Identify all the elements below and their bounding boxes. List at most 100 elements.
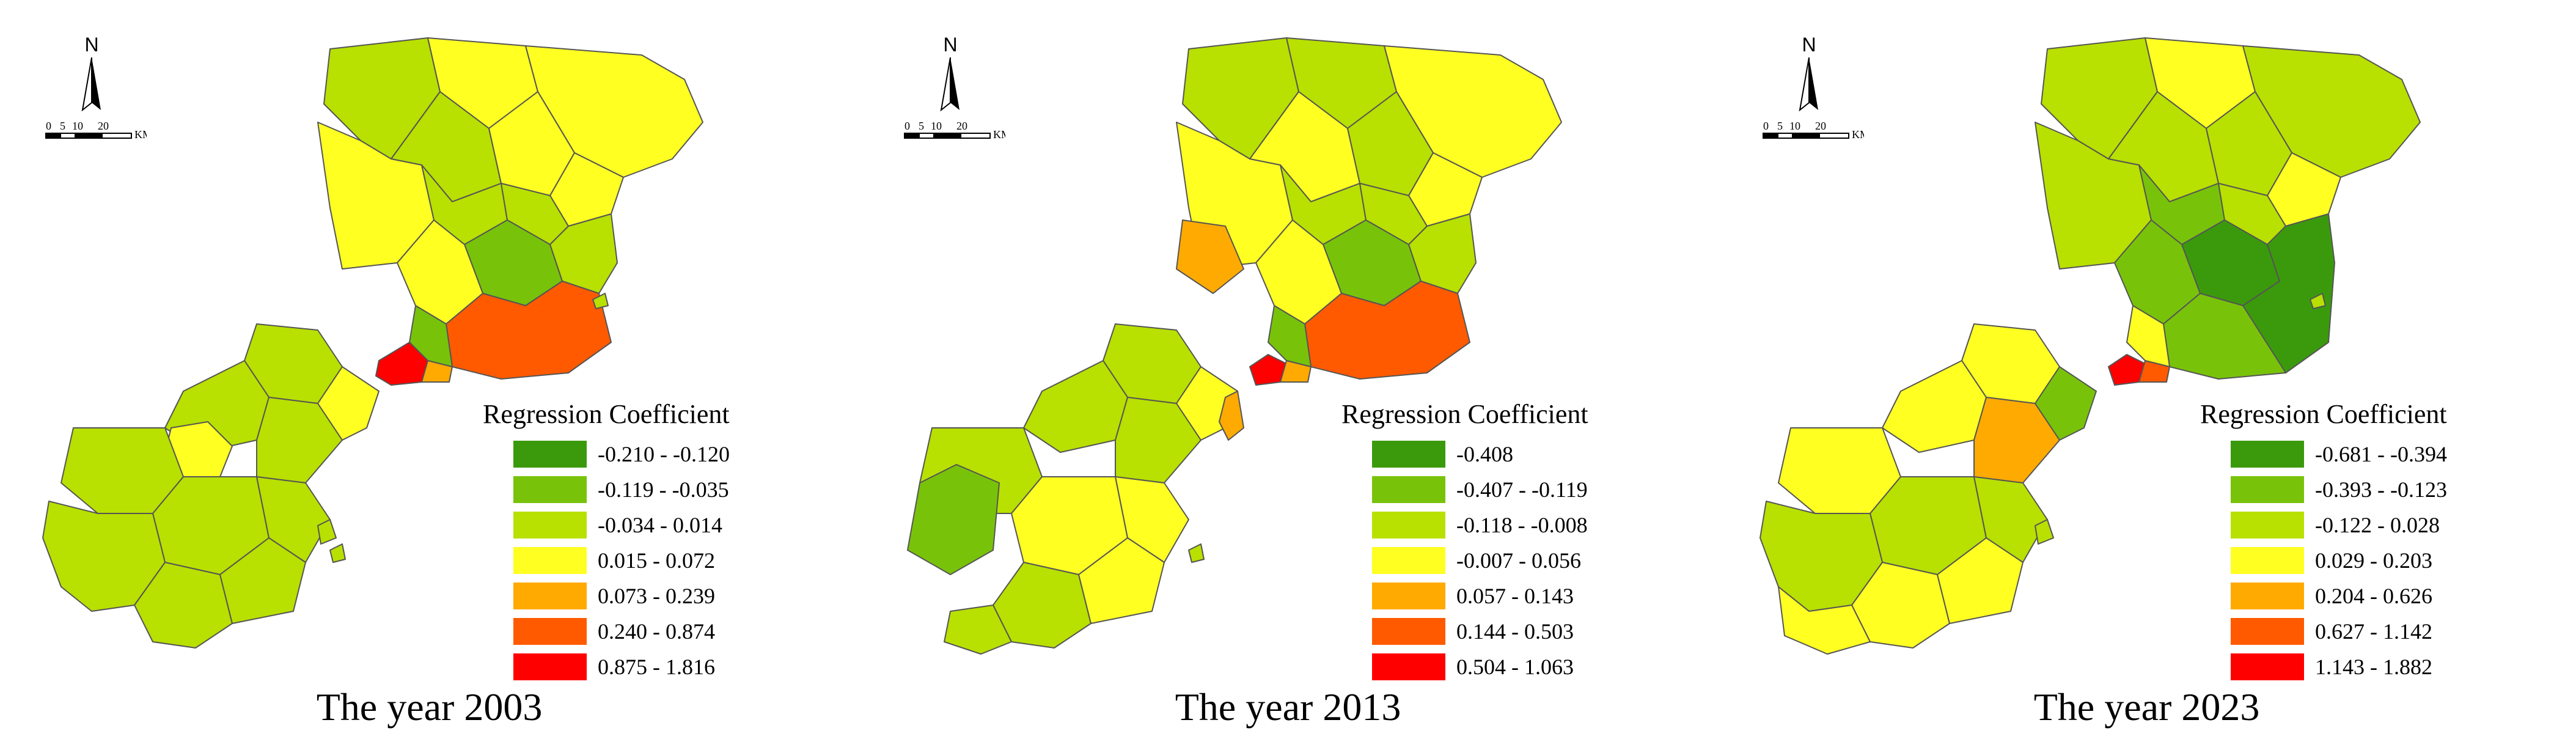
region bbox=[1937, 537, 2024, 624]
legend-swatch bbox=[1372, 653, 1445, 680]
panel-caption: The year 2013 bbox=[1175, 685, 1401, 729]
island bbox=[592, 293, 609, 309]
legend-item: -0.681 - -0.394 bbox=[2200, 436, 2567, 472]
region bbox=[2035, 366, 2097, 441]
legend-range: -0.118 - -0.008 bbox=[1456, 513, 1588, 537]
legend-2013: Regression Coefficient -0.408 -0.407 - -… bbox=[1341, 397, 1708, 685]
legend-range: -0.122 - 0.028 bbox=[2315, 513, 2440, 537]
scale-tick: 10 bbox=[931, 120, 942, 132]
north-label: N bbox=[1802, 34, 1816, 56]
scale-tick: 5 bbox=[1777, 120, 1783, 132]
legend-item: -0.407 - -0.119 bbox=[1341, 472, 1708, 507]
legend-range: 0.015 - 0.072 bbox=[598, 548, 715, 573]
region bbox=[1882, 360, 1987, 453]
legend-range: 0.627 - 1.142 bbox=[2315, 619, 2432, 644]
legend-range: -0.119 - -0.035 bbox=[598, 477, 729, 502]
legend-range: -0.681 - -0.394 bbox=[2315, 442, 2447, 466]
legend-item: -0.007 - 0.056 bbox=[1341, 543, 1708, 578]
legend-swatch bbox=[513, 441, 587, 468]
legend-item: -0.408 bbox=[1341, 436, 1708, 472]
region bbox=[944, 605, 1012, 655]
region bbox=[421, 360, 453, 383]
island bbox=[317, 519, 337, 545]
legend-range: 0.240 - 0.874 bbox=[598, 619, 715, 644]
legend-2023: Regression Coefficient -0.681 - -0.394 -… bbox=[2200, 397, 2567, 685]
legend-swatch bbox=[1372, 476, 1445, 503]
legend-swatch bbox=[1372, 441, 1445, 468]
legend-item: -0.393 - -0.123 bbox=[2200, 472, 2567, 507]
region bbox=[1023, 360, 1128, 453]
legend-range: -0.210 - -0.120 bbox=[598, 442, 730, 466]
legend-2003: Regression Coefficient -0.210 - -0.120 -… bbox=[483, 397, 849, 685]
legend-range: -0.034 - 0.014 bbox=[598, 513, 722, 537]
legend-swatch bbox=[513, 476, 587, 503]
legend-range: 0.073 - 0.239 bbox=[598, 584, 715, 608]
choropleth-map-2003 bbox=[42, 37, 703, 649]
legend-swatch bbox=[1372, 583, 1445, 609]
panel-caption: The year 2003 bbox=[316, 685, 543, 729]
choropleth-map-2023 bbox=[1760, 37, 2421, 655]
region bbox=[1078, 537, 1165, 624]
legend-swatch bbox=[2231, 583, 2304, 609]
map-panel-2023: N 0 5 10 20 KM Regression Coefficient -0… bbox=[1717, 0, 2576, 750]
island bbox=[1219, 391, 1244, 441]
scale-tick: 10 bbox=[1789, 120, 1800, 132]
legend-swatch bbox=[2231, 441, 2304, 468]
legend-range: 0.204 - 0.626 bbox=[2315, 584, 2432, 608]
legend-swatch bbox=[513, 583, 587, 609]
scale-unit: KM bbox=[1852, 128, 1864, 141]
legend-item: 0.015 - 0.072 bbox=[483, 543, 849, 578]
region bbox=[1176, 219, 1244, 294]
region bbox=[317, 366, 380, 441]
legend-item: -0.034 - 0.014 bbox=[483, 507, 849, 543]
region bbox=[219, 537, 306, 624]
island bbox=[2035, 519, 2054, 545]
scale-unit: KM bbox=[134, 128, 147, 141]
legend-item: 1.143 - 1.882 bbox=[2200, 649, 2567, 685]
scale-tick: 0 bbox=[905, 120, 910, 132]
legend-swatch bbox=[1372, 618, 1445, 645]
scale-unit: KM bbox=[993, 128, 1005, 141]
legend-range: -0.408 bbox=[1456, 442, 1513, 466]
north-arrow: N 0 5 10 20 KM bbox=[1754, 31, 1870, 141]
legend-range: 0.029 - 0.203 bbox=[2315, 548, 2432, 573]
panel-caption: The year 2023 bbox=[2033, 685, 2260, 729]
island bbox=[2310, 293, 2326, 309]
legend-range: 0.144 - 0.503 bbox=[1456, 619, 1574, 644]
legend-swatch bbox=[2231, 476, 2304, 503]
legend-range: 0.057 - 0.143 bbox=[1456, 584, 1574, 608]
legend-swatch bbox=[2231, 547, 2304, 574]
legend-item: 0.504 - 1.063 bbox=[1341, 649, 1708, 685]
legend-swatch bbox=[2231, 618, 2304, 645]
legend-swatch bbox=[513, 653, 587, 680]
island bbox=[1188, 543, 1205, 563]
legend-item: 0.073 - 0.239 bbox=[483, 578, 849, 614]
legend-item: 0.875 - 1.816 bbox=[483, 649, 849, 685]
legend-item: 0.240 - 0.874 bbox=[483, 614, 849, 649]
legend-swatch bbox=[2231, 653, 2304, 680]
legend-item: 0.144 - 0.503 bbox=[1341, 614, 1708, 649]
island bbox=[329, 543, 346, 563]
legend-item: 0.204 - 0.626 bbox=[2200, 578, 2567, 614]
legend-swatch bbox=[1372, 512, 1445, 539]
region bbox=[1778, 586, 1871, 655]
north-arrow: N 0 5 10 20 KM bbox=[895, 31, 1011, 141]
legend-range: -0.007 - 0.056 bbox=[1456, 548, 1581, 573]
legend-swatch bbox=[513, 618, 587, 645]
scale-tick: 0 bbox=[1763, 120, 1769, 132]
legend-title: Regression Coefficient bbox=[2200, 399, 2447, 429]
legend-item: -0.210 - -0.120 bbox=[483, 436, 849, 472]
legend-title: Regression Coefficient bbox=[483, 399, 730, 429]
legend-swatch bbox=[513, 512, 587, 539]
region bbox=[446, 281, 612, 380]
scale-tick: 20 bbox=[98, 120, 109, 132]
region bbox=[2138, 360, 2170, 383]
north-label: N bbox=[84, 34, 98, 56]
region bbox=[1304, 281, 1470, 380]
scale-tick: 5 bbox=[60, 120, 65, 132]
legend-swatch bbox=[2231, 512, 2304, 539]
scale-tick: 0 bbox=[46, 120, 51, 132]
region bbox=[1280, 360, 1312, 383]
legend-item: -0.119 - -0.035 bbox=[483, 472, 849, 507]
scale-tick: 20 bbox=[956, 120, 967, 132]
